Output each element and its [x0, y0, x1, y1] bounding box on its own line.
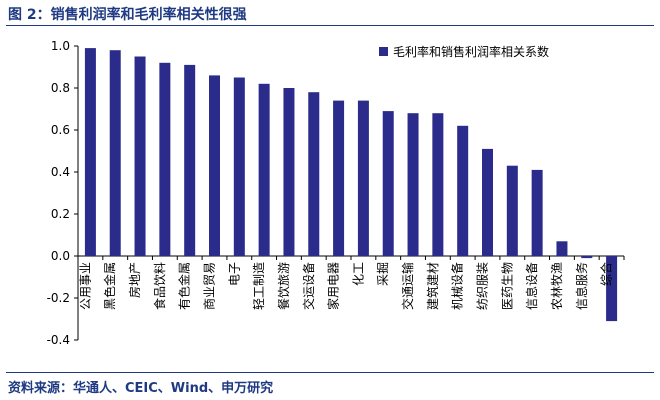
category-label: 医药生物 [500, 262, 514, 310]
title-rule [6, 25, 654, 26]
bar [134, 56, 146, 256]
legend: 毛利率和销售利润率相关系数 [379, 44, 549, 59]
category-label: 商业贸易 [202, 262, 217, 310]
legend-label: 毛利率和销售利润率相关系数 [393, 44, 549, 59]
bar [506, 165, 518, 256]
bar [233, 77, 245, 256]
bar [482, 148, 493, 256]
y-tick-label: 0.6 [51, 123, 70, 137]
category-label: 交通运输 [400, 262, 415, 310]
category-label: 建筑建材 [425, 262, 440, 310]
category-label: 房地产 [127, 262, 142, 298]
category-label: 食品饮料 [152, 262, 167, 310]
bar [606, 256, 618, 322]
bar [382, 111, 394, 256]
y-tick-label: 0.2 [51, 207, 70, 221]
bar [84, 48, 96, 256]
bar [357, 100, 369, 256]
category-label: 信息服务 [574, 262, 589, 310]
bar [209, 75, 220, 257]
y-tick-label: 0.4 [51, 165, 70, 179]
category-label: 有色金属 [177, 262, 192, 310]
category-label: 家用电器 [326, 262, 341, 310]
y-tick-label: 1.0 [51, 39, 70, 53]
y-tick-label: -0.2 [47, 291, 70, 305]
bar [184, 64, 196, 257]
bar [407, 113, 419, 256]
legend-swatch [379, 47, 388, 56]
category-label: 餐饮旅游 [276, 262, 291, 310]
category-labels: 公用事业 黑色金属 房地产 食品饮料 有色金属 商业贸易 电子 轻工制造 餐饮旅游 交运设备 家用电… [78, 256, 625, 310]
source-note: 资料来源：华通人、CEIC、Wind、申万研究 [8, 381, 274, 396]
bar [457, 125, 469, 256]
bar [432, 113, 444, 256]
category-label: 采掘 [375, 262, 390, 286]
bar [159, 62, 171, 256]
source-rule [6, 372, 654, 373]
y-tick-label: 0.0 [51, 249, 70, 263]
bar [109, 50, 121, 257]
figure-title: 图 2：销售利润率和毛利率相关性很强 [8, 7, 247, 23]
category-label: 公用事业 [78, 262, 92, 310]
y-tick-label: -0.4 [47, 333, 70, 347]
bar [556, 241, 568, 256]
bar [308, 92, 320, 256]
bars [84, 48, 618, 322]
category-label: 农林牧渔 [550, 262, 564, 310]
category-label: 机械设备 [450, 262, 465, 310]
category-label: 纺织服装 [476, 262, 490, 310]
category-label: 综合 [599, 262, 614, 286]
bar [581, 256, 593, 259]
category-label: 信息设备 [524, 262, 539, 310]
y-axis-ticks: 1.0 0.8 0.6 0.4 0.2 0.0 -0.2 -0.4 [47, 39, 78, 347]
bar [258, 83, 270, 256]
bar [333, 100, 345, 256]
category-label: 电子 [227, 262, 241, 286]
category-label: 交运设备 [301, 262, 316, 310]
bar [531, 169, 543, 256]
y-tick-label: 0.8 [51, 81, 70, 95]
bar [283, 88, 295, 256]
category-label: 化工 [351, 262, 365, 286]
category-label: 黑色金属 [102, 262, 117, 310]
category-label: 轻工制造 [252, 262, 266, 310]
